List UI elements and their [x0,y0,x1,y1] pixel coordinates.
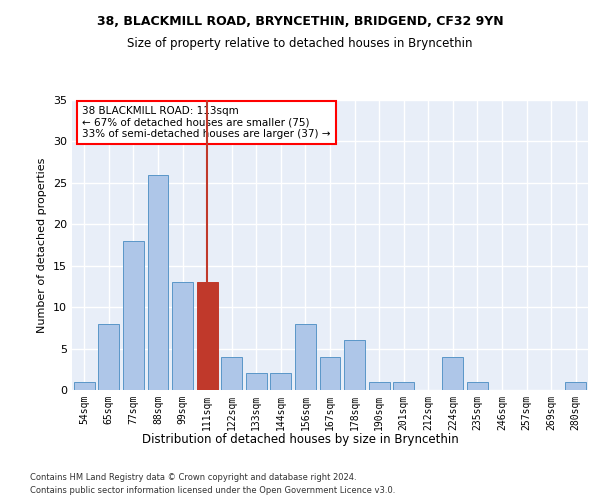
Text: Distribution of detached houses by size in Bryncethin: Distribution of detached houses by size … [142,432,458,446]
Bar [442,357,463,390]
Bar [221,357,242,390]
Bar [123,241,144,390]
Bar [467,382,488,390]
Text: 38, BLACKMILL ROAD, BRYNCETHIN, BRIDGEND, CF32 9YN: 38, BLACKMILL ROAD, BRYNCETHIN, BRIDGEND… [97,15,503,28]
Bar [197,282,218,390]
Bar [172,282,193,390]
Text: Contains public sector information licensed under the Open Government Licence v3: Contains public sector information licen… [30,486,395,495]
Bar [74,382,95,390]
Text: 38 BLACKMILL ROAD: 113sqm
← 67% of detached houses are smaller (75)
33% of semi-: 38 BLACKMILL ROAD: 113sqm ← 67% of detac… [82,106,331,139]
Bar [98,324,119,390]
Bar [565,382,586,390]
Bar [344,340,365,390]
Bar [368,382,389,390]
Bar [148,174,169,390]
Y-axis label: Number of detached properties: Number of detached properties [37,158,47,332]
Bar [393,382,414,390]
Bar [271,374,292,390]
Bar [320,357,340,390]
Text: Contains HM Land Registry data © Crown copyright and database right 2024.: Contains HM Land Registry data © Crown c… [30,472,356,482]
Bar [246,374,267,390]
Bar [295,324,316,390]
Text: Size of property relative to detached houses in Bryncethin: Size of property relative to detached ho… [127,38,473,51]
